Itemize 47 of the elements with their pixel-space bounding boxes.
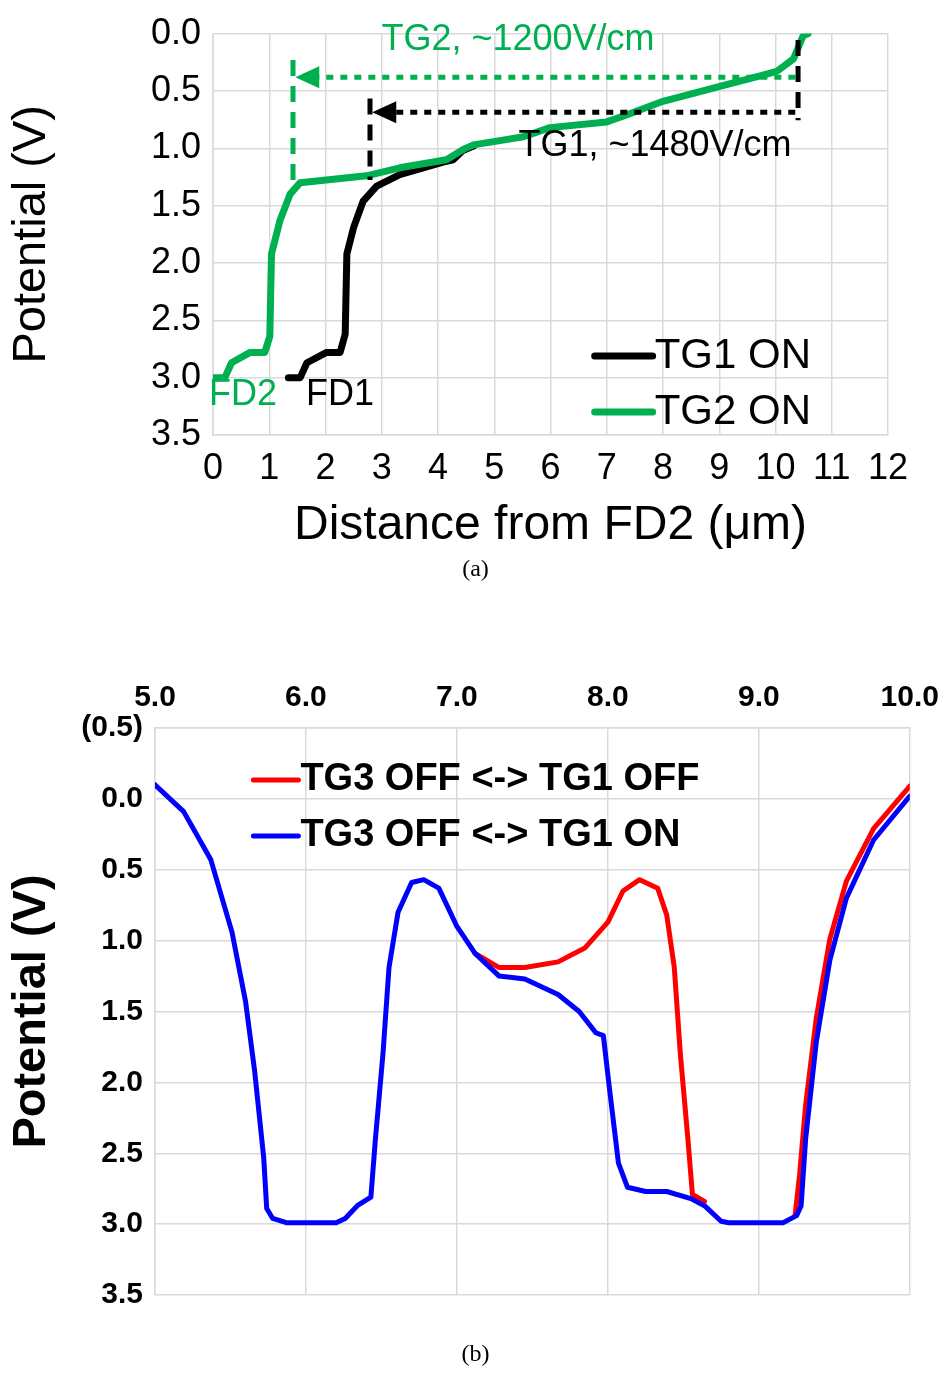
annotation: TG2, ~1200V/cm xyxy=(381,16,655,58)
x-tick-label: 8.0 xyxy=(587,679,629,713)
y-tick-label: 2.5 xyxy=(101,1134,143,1168)
annotation: FD2 xyxy=(208,371,278,413)
y-tick-label: 1.5 xyxy=(150,182,201,224)
y-tick-label: 0.5 xyxy=(150,67,201,109)
x-tick-label: 12 xyxy=(867,445,909,487)
y-tick-label: 1.5 xyxy=(101,992,143,1026)
y-tick-label: 1.0 xyxy=(101,921,143,955)
y-tick-label: 2.5 xyxy=(150,297,201,339)
y-tick-label: 1.0 xyxy=(150,125,201,167)
x-tick-label: 7 xyxy=(596,445,617,487)
x-tick-label: 6 xyxy=(540,445,561,487)
x-tick-label: 5 xyxy=(484,445,505,487)
x-tick-label: 2 xyxy=(315,445,336,487)
legend-label: TG2 ON xyxy=(654,385,812,433)
x-tick-label: 10.0 xyxy=(880,679,939,713)
x-tick-label: 7.0 xyxy=(436,679,478,713)
x-tick-label: 3 xyxy=(371,445,392,487)
annotation: FD1 xyxy=(305,371,375,413)
x-tick-label: 4 xyxy=(427,445,449,487)
text: (b) xyxy=(460,1340,491,1368)
x-tick-label: 0 xyxy=(202,445,224,487)
y-tick-label: 0.5 xyxy=(101,851,143,885)
x-tick-label: 6.0 xyxy=(285,679,327,713)
legend-label: TG1 ON xyxy=(654,329,812,377)
x-tick-label: 11 xyxy=(813,445,851,487)
x-tick-label: 9 xyxy=(709,445,730,487)
legend-label: TG3 OFF <-> TG1 ON xyxy=(300,812,681,855)
y-tick-label: 0.0 xyxy=(101,780,143,814)
y-axis-title: Potential (V) xyxy=(2,874,56,1149)
text: (a) xyxy=(461,555,490,583)
y-tick-label: 3.0 xyxy=(150,354,201,396)
y-tick-label: 3.0 xyxy=(101,1205,143,1239)
y-tick-label: 2.0 xyxy=(150,239,201,281)
annotation: TG1, ~1480V/cm xyxy=(518,122,792,164)
y-tick-label: 2.0 xyxy=(101,1063,143,1097)
x-axis-title: Distance from FD2 (μm) xyxy=(293,496,808,550)
x-tick-label: 8 xyxy=(652,445,674,487)
legend-label: TG3 OFF <-> TG1 OFF xyxy=(300,756,700,799)
x-tick-label: 9.0 xyxy=(737,679,780,713)
y-tick-label: 3.5 xyxy=(150,411,201,453)
y-tick-label: 0.0 xyxy=(150,10,201,52)
x-tick-label: 10 xyxy=(755,445,796,487)
x-tick-label: 1 xyxy=(259,445,280,487)
y-axis-title: Potential (V) xyxy=(2,104,56,364)
y-tick-label: 3.5 xyxy=(101,1276,143,1310)
